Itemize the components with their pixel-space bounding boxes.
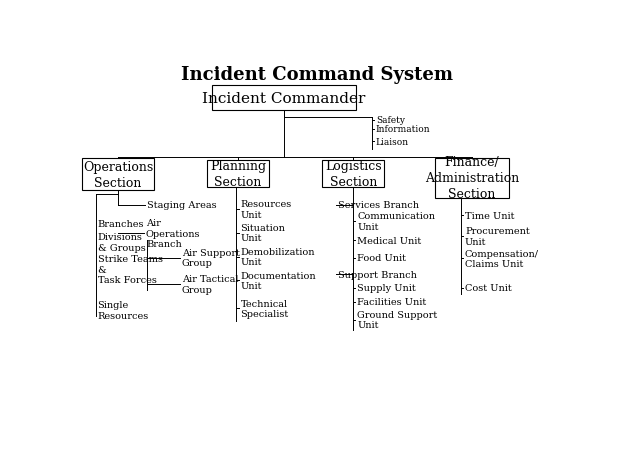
- Text: Cost Unit: Cost Unit: [465, 283, 512, 293]
- Text: Incident Commander: Incident Commander: [202, 91, 365, 105]
- Text: Ground Support
Unit: Ground Support Unit: [357, 310, 437, 330]
- Text: Resources
Unit: Resources Unit: [241, 200, 292, 219]
- Text: Divisions
& Groups: Divisions & Groups: [98, 233, 145, 252]
- Text: Single
Resources: Single Resources: [98, 301, 149, 320]
- Text: Medical Unit: Medical Unit: [357, 237, 422, 245]
- Text: Strike Teams
&
Task Forces: Strike Teams & Task Forces: [98, 255, 163, 284]
- Text: Time Unit: Time Unit: [465, 212, 514, 220]
- FancyBboxPatch shape: [212, 86, 356, 111]
- Text: Support Branch: Support Branch: [338, 270, 417, 279]
- Text: Air Support
Group: Air Support Group: [182, 248, 240, 268]
- FancyBboxPatch shape: [435, 159, 509, 198]
- FancyBboxPatch shape: [322, 161, 384, 188]
- Text: Facilities Unit: Facilities Unit: [357, 298, 426, 307]
- Text: Operations
Section: Operations Section: [83, 161, 154, 189]
- Text: Liaison: Liaison: [376, 138, 409, 146]
- Text: Branches: Branches: [98, 219, 144, 228]
- Text: Supply Unit: Supply Unit: [357, 283, 416, 293]
- Text: Safety: Safety: [376, 116, 405, 125]
- FancyBboxPatch shape: [82, 159, 154, 191]
- Text: Technical
Specialist: Technical Specialist: [241, 299, 288, 319]
- Text: Services Branch: Services Branch: [338, 201, 419, 210]
- Text: Demobilization
Unit: Demobilization Unit: [241, 247, 315, 267]
- FancyBboxPatch shape: [207, 161, 269, 188]
- Text: Finance/
Administration
Section: Finance/ Administration Section: [425, 156, 519, 201]
- Text: Communication
Unit: Communication Unit: [357, 212, 435, 231]
- Text: Incident Command System: Incident Command System: [181, 66, 453, 84]
- Text: Compensation/
Claims Unit: Compensation/ Claims Unit: [465, 249, 539, 269]
- Text: Air Tactical
Group: Air Tactical Group: [182, 275, 238, 294]
- Text: Documentation
Unit: Documentation Unit: [241, 271, 316, 291]
- Text: Information: Information: [376, 125, 430, 134]
- Text: Air
Operations
Branch: Air Operations Branch: [146, 219, 201, 249]
- Text: Food Unit: Food Unit: [357, 254, 406, 263]
- Text: Logistics
Section: Logistics Section: [325, 160, 381, 188]
- Text: Planning
Section: Planning Section: [210, 160, 266, 188]
- Text: Situation
Unit: Situation Unit: [241, 224, 285, 243]
- Text: Procurement
Unit: Procurement Unit: [465, 227, 530, 246]
- Text: Staging Areas: Staging Areas: [147, 201, 217, 210]
